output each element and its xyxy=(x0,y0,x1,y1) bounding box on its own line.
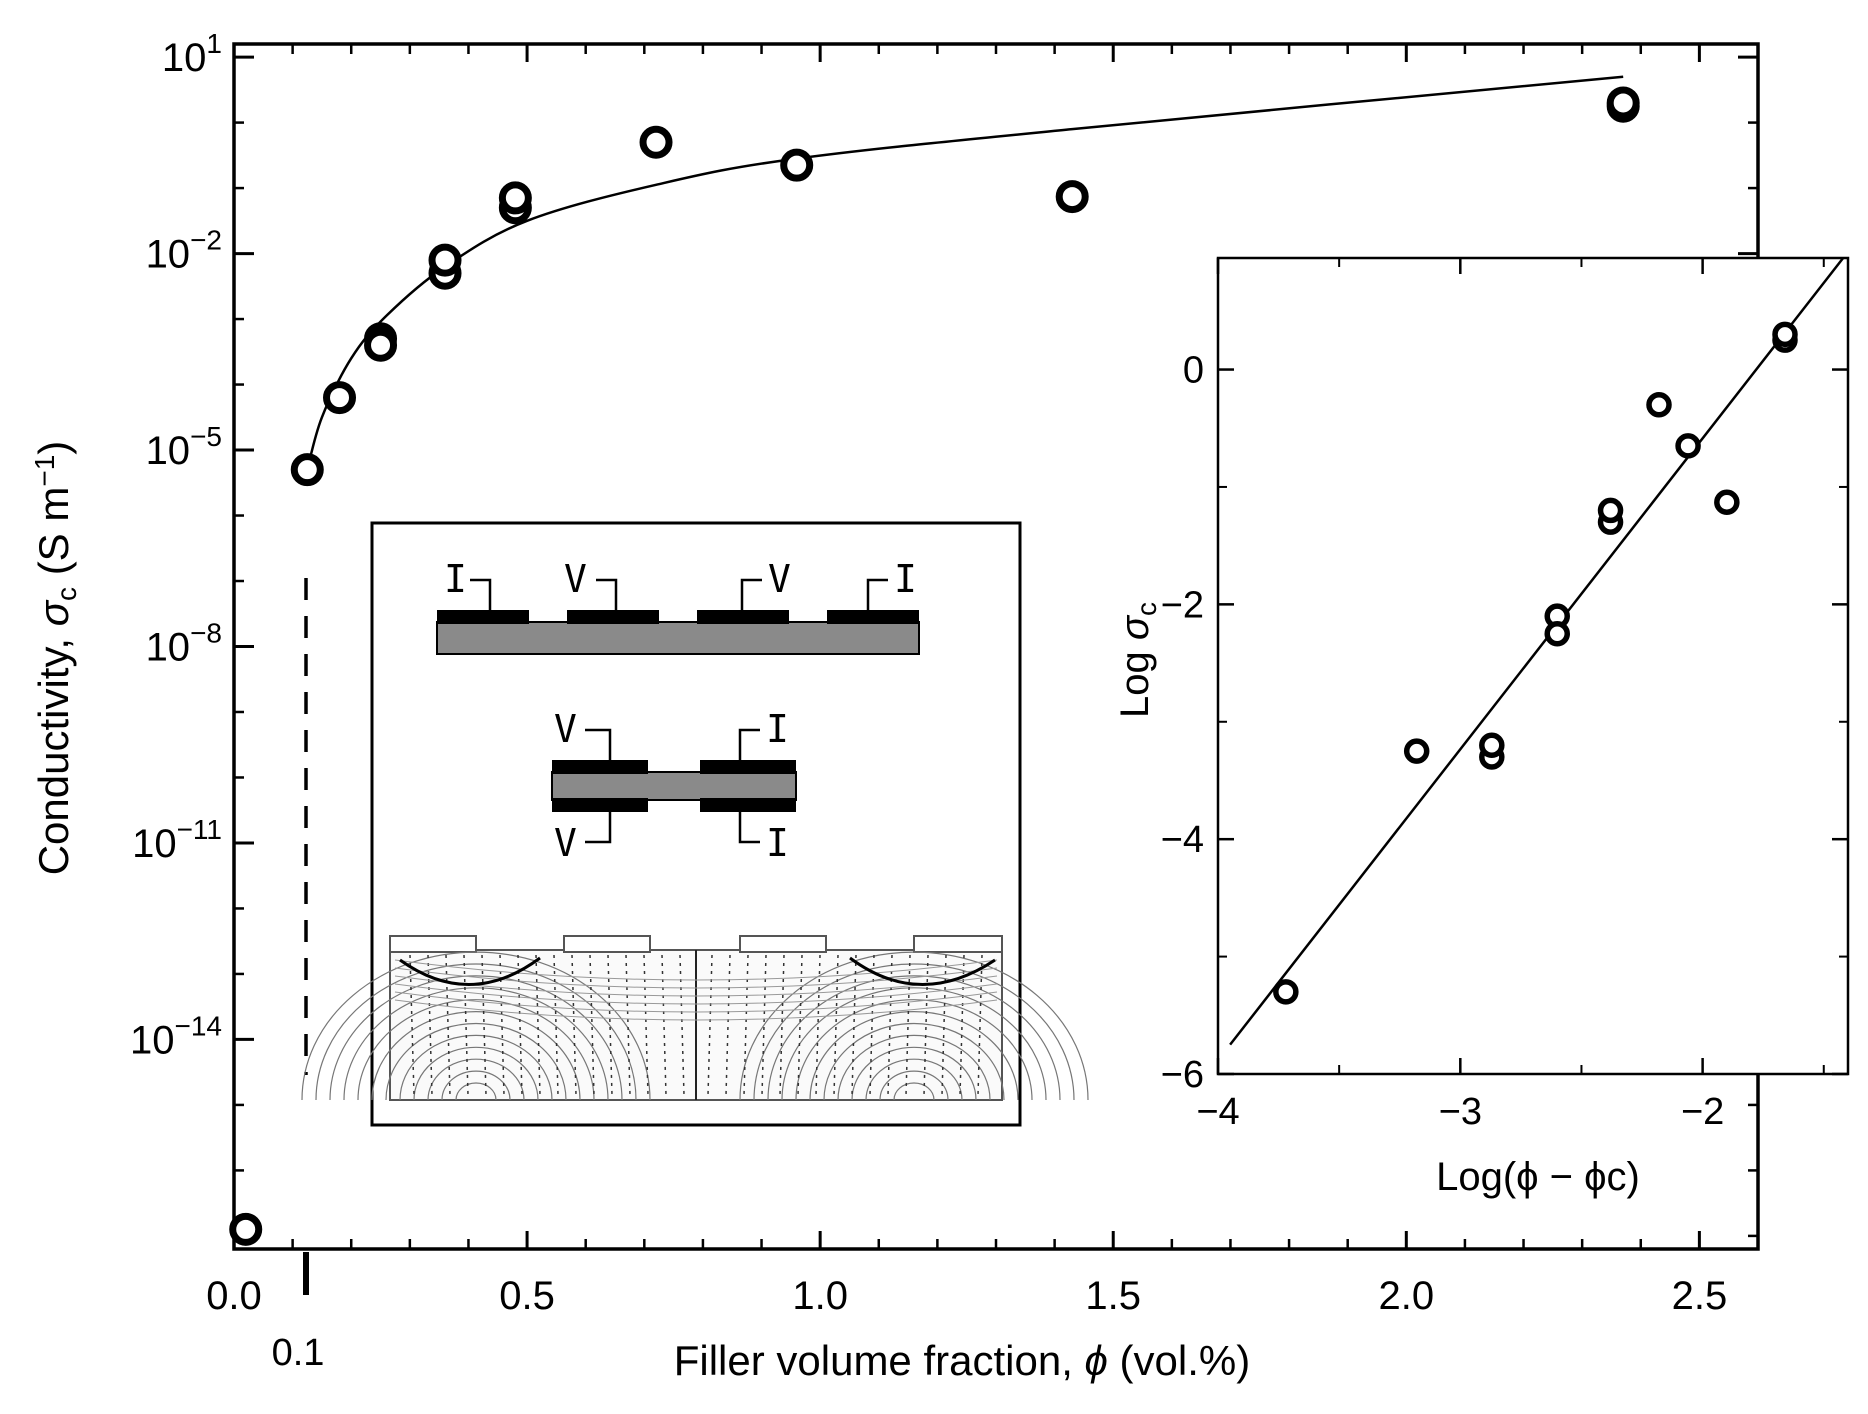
inset-data-point xyxy=(1675,433,1701,459)
main-y-tick-label: 10−2 xyxy=(146,225,222,277)
main-x-tick-label: 1.5 xyxy=(1085,1274,1141,1318)
inset-y-axis-label: Log σc xyxy=(1113,602,1162,718)
inset-data-point xyxy=(1646,392,1672,418)
electrode-schematic-inset: I V V I V I V I xyxy=(301,521,1089,1127)
schematic-top-substrate xyxy=(436,621,920,655)
main-y-tick-label: 10−5 xyxy=(146,421,222,473)
inset-x-axis-label: Log(ϕ − ϕc) xyxy=(1436,1155,1640,1199)
inset-data-point xyxy=(1479,732,1505,759)
inset-x-ticks: −4 −3 −2 xyxy=(1196,258,1825,1133)
schematic-label-I-left: I xyxy=(444,557,467,601)
main-y-tick-label: 101 xyxy=(162,28,222,80)
percolation-threshold-label: 0.1 xyxy=(272,1332,325,1374)
inset-data-point xyxy=(1714,489,1740,515)
inset-x-tick-label: −2 xyxy=(1681,1091,1724,1133)
main-y-tick-label: 10−8 xyxy=(146,618,222,670)
schematic-mid-electrode-top-left xyxy=(552,760,648,774)
percolation-arrow xyxy=(303,1252,309,1295)
schematic-mid-lead-bottom-left xyxy=(585,812,612,844)
inset-fit-line xyxy=(1229,257,1845,1046)
main-x-tick-label: 0.0 xyxy=(206,1274,262,1318)
main-x-tick-label: 0.5 xyxy=(499,1274,555,1318)
inset-x-tick-label: −4 xyxy=(1196,1091,1239,1133)
main-data-points xyxy=(229,86,1640,1246)
schematic-mid-electrode-bottom-right xyxy=(700,798,796,812)
main-x-axis-label: Filler volume fraction, ϕ (vol.%) xyxy=(674,1337,1251,1384)
inset-y-tick-label: −2 xyxy=(1161,584,1204,626)
schematic-top-electrode-4 xyxy=(827,610,919,624)
main-x-tick-label: 2.5 xyxy=(1672,1274,1728,1318)
main-x-ticks: 0.0 0.5 1.0 1.5 2.0 2.5 xyxy=(206,44,1727,1318)
main-x-tick-label: 2.0 xyxy=(1379,1274,1435,1318)
schematic-mid-electrode-bottom-left xyxy=(552,798,648,812)
inset-data-point xyxy=(1273,979,1299,1005)
schematic-mid-substrate xyxy=(551,771,797,801)
inset-data-point xyxy=(1544,620,1570,647)
schematic-top-electrode-1 xyxy=(437,610,529,624)
schematic-mid-lead-top-left xyxy=(585,728,612,760)
main-data-point xyxy=(323,381,357,415)
inset-y-tick-label: −6 xyxy=(1161,1054,1204,1096)
schematic-label-I-right: I xyxy=(894,557,917,601)
schematic-mid-electrode-top-right xyxy=(700,760,796,774)
schematic-mid-label-I-top: I xyxy=(766,707,789,751)
schematic-top-lead-2 xyxy=(596,578,618,610)
inset-frame xyxy=(1216,256,1850,1076)
schematic-top-electrode-2 xyxy=(567,610,659,624)
main-fit-curve xyxy=(306,75,1624,471)
main-y-tick-label: 10−14 xyxy=(130,1010,222,1062)
main-data-point xyxy=(1606,86,1640,120)
main-data-point xyxy=(639,125,673,159)
inset-y-tick-label: 0 xyxy=(1183,350,1204,392)
main-data-point xyxy=(1055,180,1089,214)
inset-y-ticks: 0 −2 −4 −6 xyxy=(1161,350,1848,1096)
schematic-mid-label-I-bottom: I xyxy=(766,821,789,865)
main-x-tick-label: 1.0 xyxy=(792,1274,848,1318)
schematic-mid-lead-top-right xyxy=(738,728,760,760)
main-data-point xyxy=(780,148,814,182)
schematic-top-lead-4 xyxy=(866,578,888,610)
inset-data-points xyxy=(1273,321,1798,1005)
inset-data-point xyxy=(1597,497,1624,524)
inset-data-point xyxy=(1772,321,1798,348)
inset-y-tick-label: −4 xyxy=(1161,819,1204,861)
main-data-point xyxy=(428,243,462,277)
main-data-point xyxy=(229,1212,263,1246)
schematic-label-V-left: V xyxy=(564,557,587,601)
schematic-top-electrode-3 xyxy=(697,610,789,624)
main-data-point xyxy=(364,328,398,362)
schematic-mid-lead-bottom-right xyxy=(738,812,760,844)
schematic-top-lead-3 xyxy=(740,578,762,610)
field-simulation-image xyxy=(301,935,1089,1101)
main-y-tick-label: 10−11 xyxy=(132,814,222,866)
inset-x-tick-label: −3 xyxy=(1439,1091,1482,1133)
main-data-point xyxy=(498,181,532,215)
inset-data-point xyxy=(1403,738,1430,764)
schematic-mid-label-V-bottom: V xyxy=(554,821,577,865)
schematic-top-lead-1 xyxy=(470,578,492,610)
schematic-mid-label-V-top: V xyxy=(554,707,577,751)
main-data-point xyxy=(290,453,324,487)
log-log-inset: −4 −3 −2 0−2−4−6 Log(ϕ − ϕc) Log σc xyxy=(1113,256,1850,1199)
schematic-label-V-right: V xyxy=(768,557,791,601)
main-y-axis-label: Conductivity, σc (S m−1) xyxy=(29,441,82,876)
